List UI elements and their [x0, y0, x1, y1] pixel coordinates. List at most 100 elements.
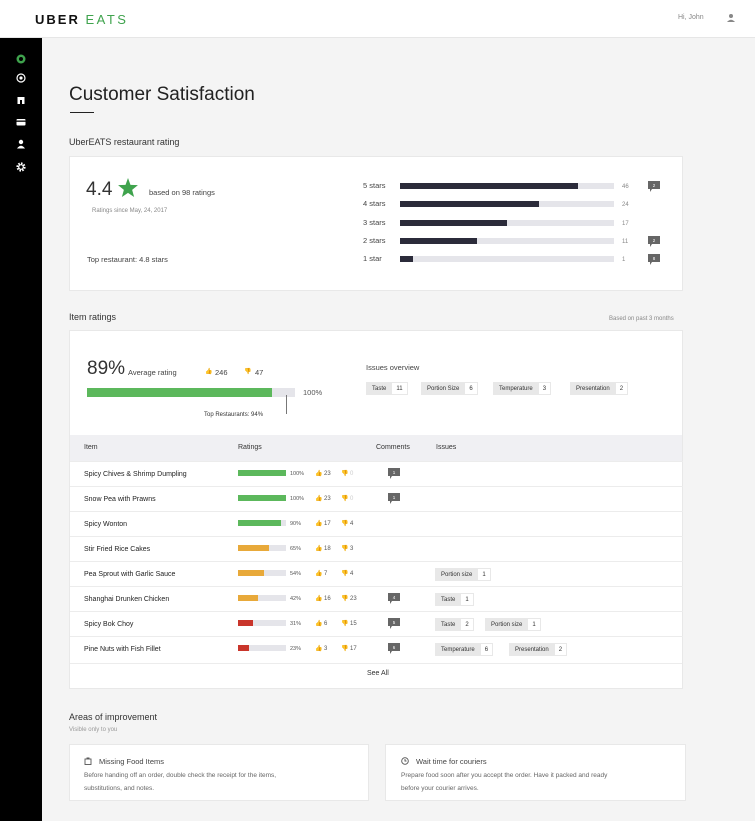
sidebar [0, 38, 42, 821]
item-dislikes: 0 [350, 471, 354, 477]
issue-chip[interactable]: Portion Size 6 [421, 382, 478, 395]
item-rating-fill [238, 570, 264, 576]
eats-logo-icon[interactable] [16, 54, 26, 64]
distribution-count: 24 [622, 202, 629, 209]
restaurant-rating-title: UberEATS restaurant rating [69, 137, 180, 147]
item-issue-chip[interactable]: Temperature 6 [435, 643, 494, 656]
likes-count: 246 [215, 368, 228, 377]
distribution-fill [400, 237, 478, 244]
comment-icon[interactable]: 5 [388, 618, 400, 629]
comment-icon[interactable]: 2 [648, 181, 660, 192]
item-issue-chip-label: Presentation [515, 646, 549, 653]
item-likes: 3 [324, 646, 328, 652]
distribution-count: 11 [622, 238, 629, 245]
table-row[interactable]: Stir Fried Rice Cakes 65% 👍 18 👎 3 [70, 536, 683, 561]
svg-text:6: 6 [393, 645, 396, 650]
improvement-title-1: Missing Food Items [99, 757, 165, 766]
period-text: Based on past 3 months [609, 316, 674, 322]
table-row[interactable]: Pea Sprout with Garlic Sauce 54% 👍 7 👎 4 Porti… [70, 561, 683, 586]
item-issue-chip-label: Portion size [441, 571, 473, 578]
item-rating-pct: 100% [290, 471, 305, 477]
item-likes: 17 [324, 521, 331, 527]
card-icon[interactable] [16, 117, 26, 127]
item-name: Pine Nuts with Fish Fillet [84, 646, 161, 653]
item-issue-chip[interactable]: Portion size 1 [485, 618, 541, 631]
see-all-link[interactable]: See All [367, 670, 389, 677]
improvement-body-2b: before your courier arrives. [401, 785, 479, 792]
distribution-fill [400, 201, 540, 208]
item-rating-bar [238, 545, 286, 551]
comment-icon[interactable]: 1 [388, 493, 400, 504]
item-rating-fill [238, 495, 286, 501]
issue-chip[interactable]: Taste 11 [366, 382, 408, 395]
issue-chip[interactable]: Temperature 3 [493, 382, 552, 395]
item-issue-chip-count: 1 [528, 619, 540, 630]
item-likes: 16 [324, 596, 331, 602]
thumbs-down-icon: 👎 [341, 496, 349, 502]
uber-eats-logo[interactable]: UBER EATS [35, 12, 128, 27]
item-issue-chip[interactable]: Presentation 2 [509, 643, 568, 656]
user-menu-icon[interactable] [726, 13, 736, 23]
improvement-card-wait-time[interactable]: Wait time for couriers Prepare food soon… [385, 744, 686, 801]
main-content: Customer Satisfaction UberEATS restauran… [42, 38, 755, 821]
item-name: Stir Fried Rice Cakes [84, 546, 151, 553]
item-dislikes: 17 [350, 646, 357, 652]
table-row[interactable]: Snow Pea with Prawns 100% 👍 23 👎 0 1 [70, 486, 683, 511]
item-name: Pea Sprout with Garlic Sauce [84, 571, 176, 578]
gear-icon[interactable] [16, 162, 26, 172]
item-ratings-card: 89% Average rating 👍 246 👎 47 100% Top R… [69, 330, 683, 689]
target-icon[interactable] [16, 73, 26, 83]
svg-text:2: 2 [653, 238, 656, 243]
svg-text:5: 5 [393, 620, 396, 625]
item-likes: 6 [324, 621, 328, 627]
item-likes: 23 [324, 471, 331, 477]
issue-chip[interactable]: Presentation 2 [570, 382, 629, 395]
table-divider [70, 663, 682, 664]
col-ratings: Ratings [238, 444, 262, 451]
thumbs-down-icon: 👎 [341, 596, 349, 602]
bar-end-label: 100% [303, 388, 323, 397]
distribution-fill [400, 256, 413, 263]
issue-chip-label: Presentation [576, 385, 610, 392]
table-row[interactable]: Shanghai Drunken Chicken 42% 👍 16 👎 23 4 Taste 1 [70, 586, 683, 611]
thumbs-down-icon: 👎 [341, 521, 349, 527]
item-issue-chip-label: Taste [441, 621, 456, 628]
logo-eats-text: EATS [85, 12, 129, 27]
table-row[interactable]: Spicy Wonton 90% 👍 17 👎 4 [70, 511, 683, 536]
svg-text:8: 8 [653, 256, 656, 261]
comment-icon[interactable]: 8 [648, 254, 660, 266]
thumbs-up-icon: 👍 [315, 496, 323, 502]
item-rating-fill [238, 620, 253, 626]
item-rating-pct: 42% [290, 596, 302, 602]
user-greeting[interactable]: Hi, John [678, 14, 704, 21]
improvement-card-missing-items[interactable]: Missing Food Items Before handing off an… [69, 744, 369, 801]
item-name: Spicy Bok Choy [84, 621, 134, 628]
top-bar: UBER EATS Hi, John [0, 0, 755, 38]
item-rating-bar [238, 520, 286, 526]
item-issue-chip[interactable]: Taste 2 [435, 618, 474, 631]
item-dislikes: 4 [350, 571, 354, 577]
average-rating-label: Average rating [128, 368, 177, 377]
item-issue-chip-count: 2 [554, 644, 567, 655]
dislikes-count: 47 [255, 368, 264, 377]
user-icon[interactable] [16, 139, 26, 149]
item-issue-chip[interactable]: Taste 1 [435, 593, 474, 606]
comment-icon[interactable]: 1 [388, 468, 400, 479]
item-rating-fill [238, 645, 250, 651]
comment-icon[interactable]: 4 [388, 593, 400, 604]
item-rating-bar [238, 595, 286, 601]
restaurant-icon[interactable] [16, 95, 26, 105]
comment-icon[interactable]: 2 [648, 235, 660, 247]
table-row[interactable]: Pine Nuts with Fish Fillet 23% 👍 3 👎 17 6 Tempe… [70, 636, 683, 661]
table-row[interactable]: Spicy Chives & Shrimp Dumpling 100% 👍 23 👎 0 1 [70, 461, 683, 486]
thumbs-down-icon: 👎 [341, 471, 349, 477]
item-issue-chip[interactable]: Portion size 1 [435, 568, 491, 581]
title-underline [70, 112, 94, 113]
distribution-bar [400, 256, 614, 263]
item-rating-bar [238, 495, 286, 501]
comment-icon[interactable]: 6 [388, 643, 400, 654]
table-row[interactable]: Spicy Bok Choy 31% 👍 6 👎 15 5 Taste 2 Portion siz… [70, 611, 683, 636]
distribution-label: 2 stars [363, 235, 386, 245]
item-name: Spicy Wonton [84, 521, 128, 528]
table-header: Item Ratings Comments Issues [70, 435, 682, 461]
